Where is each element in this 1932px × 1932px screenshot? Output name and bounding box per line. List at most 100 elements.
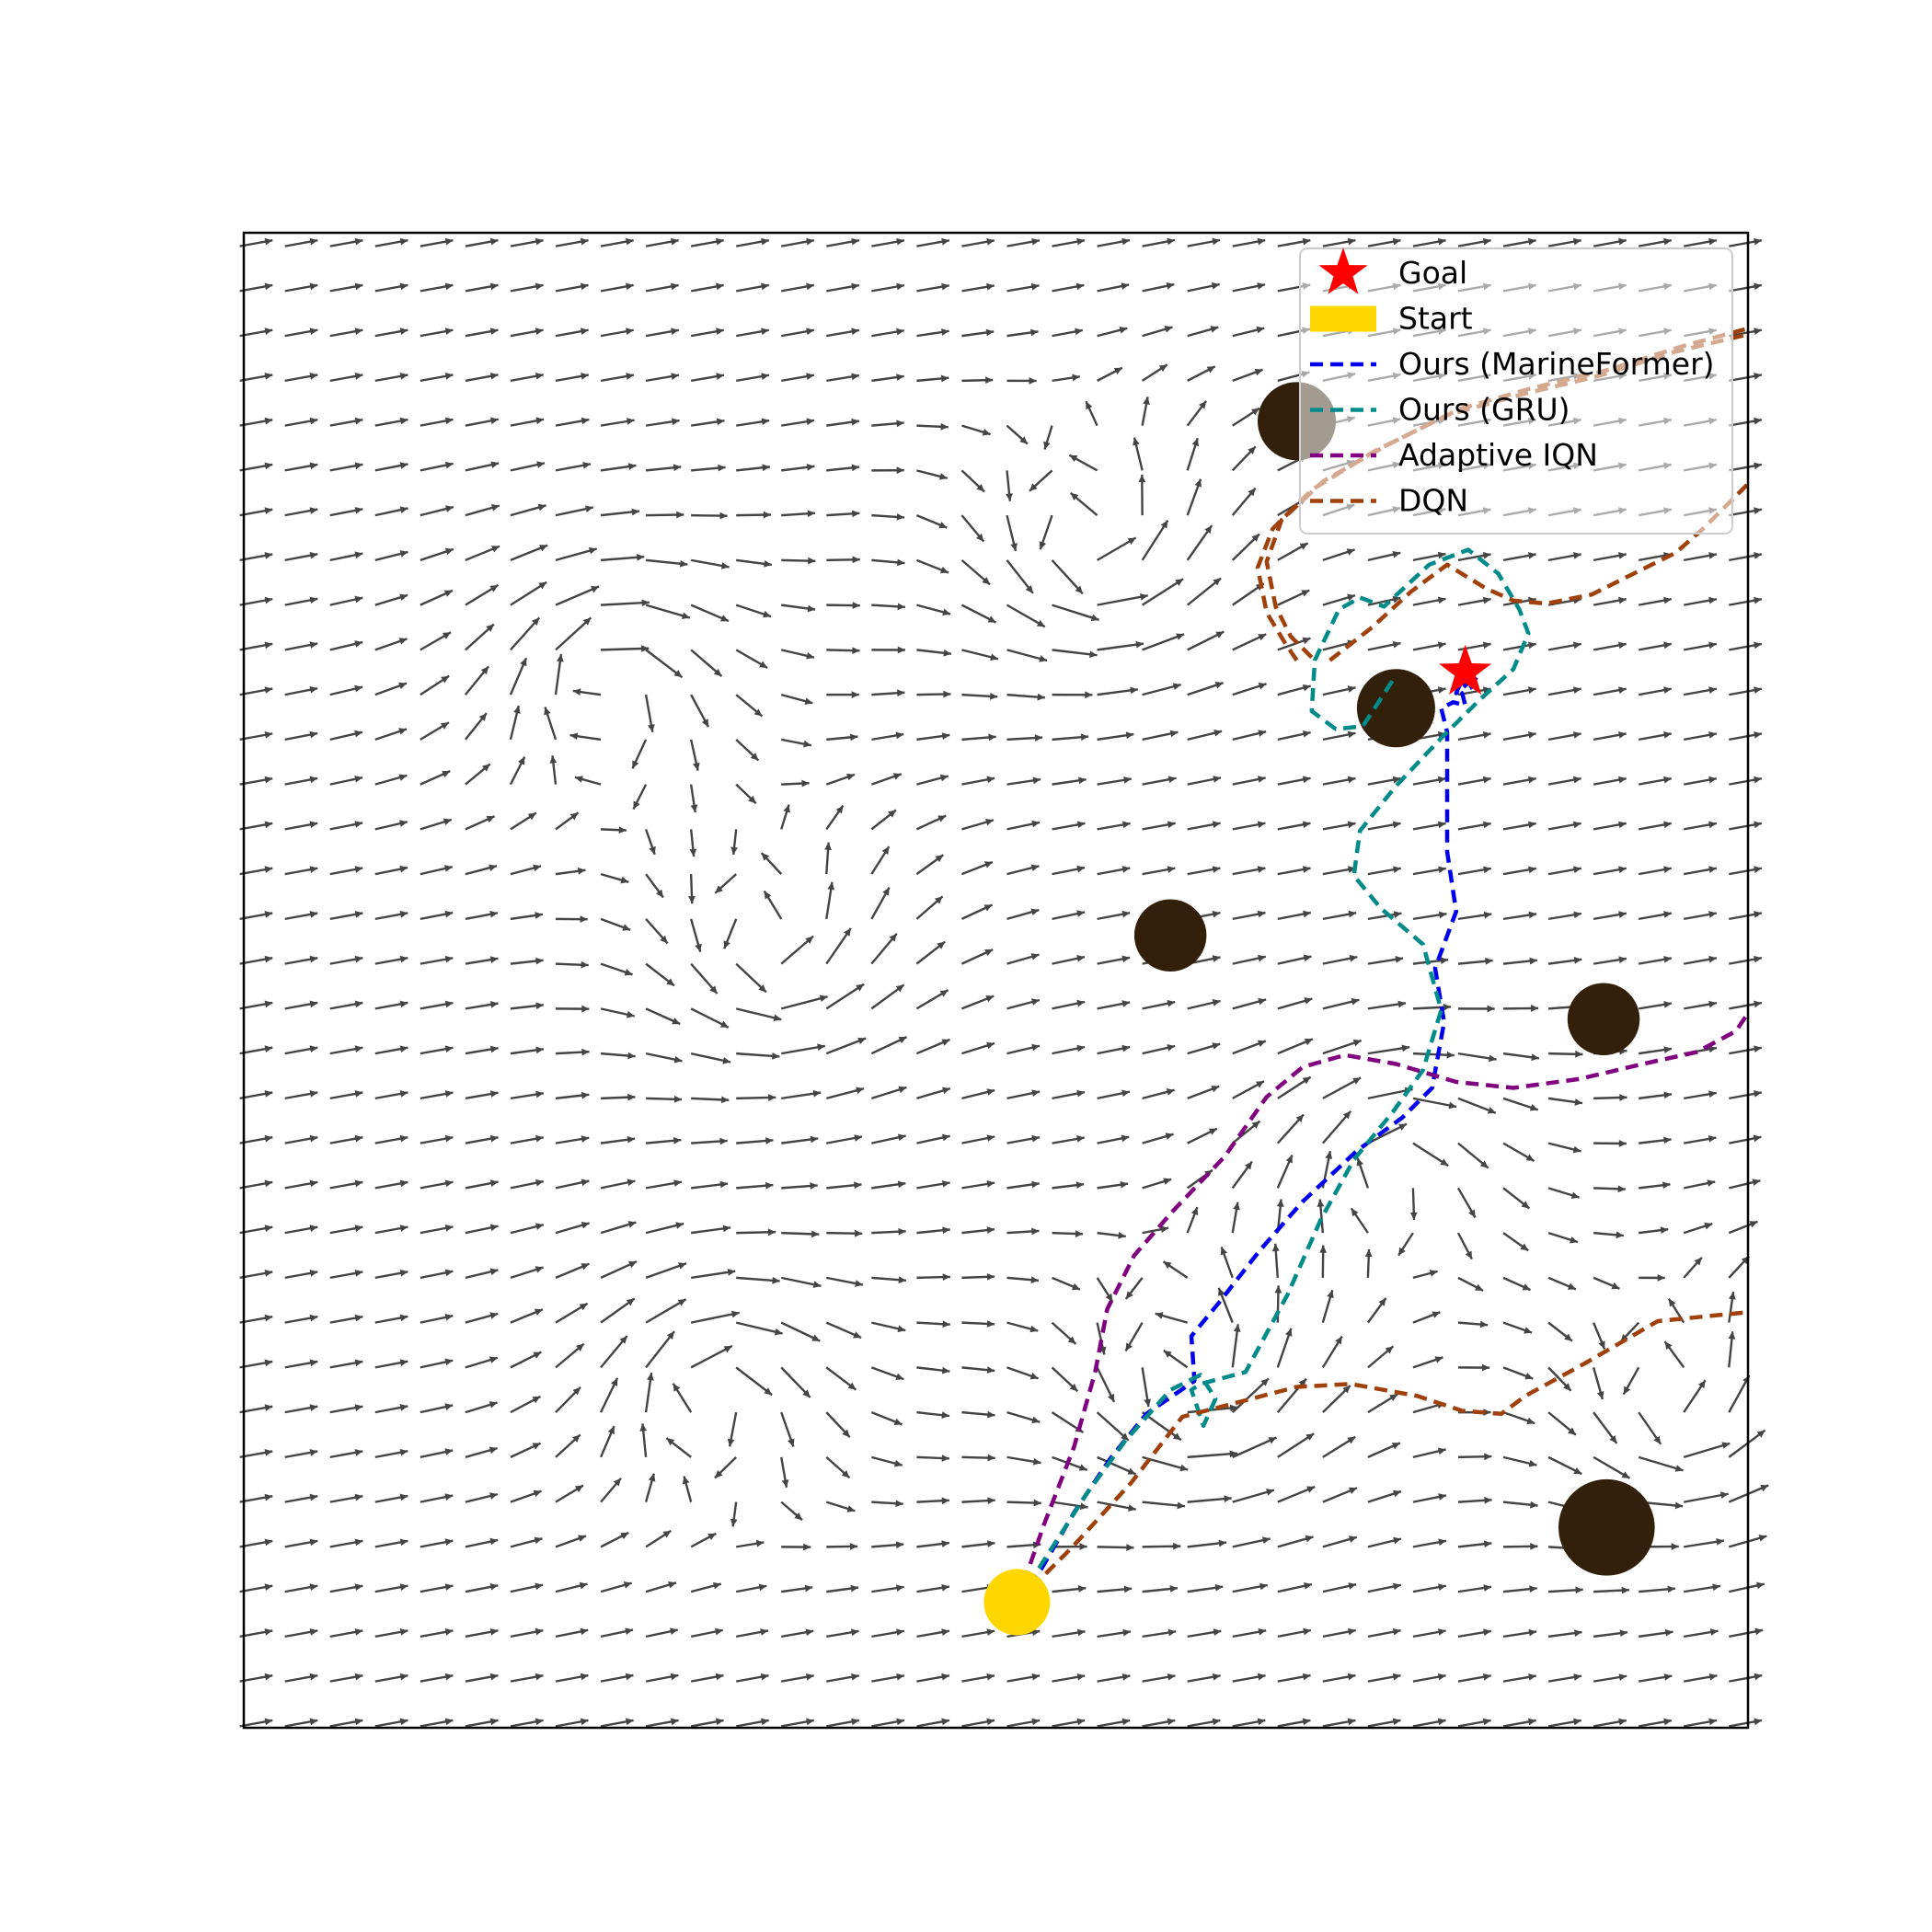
flow-arrow-head bbox=[1119, 327, 1128, 334]
flow-arrow bbox=[961, 1366, 995, 1374]
flow-arrow-head bbox=[1398, 1247, 1406, 1256]
flow-arrow-head bbox=[626, 373, 634, 380]
flow-arrow bbox=[735, 1583, 767, 1593]
flow-arrow-head bbox=[1306, 1486, 1316, 1493]
flow-arrow-shaft bbox=[1683, 1442, 1731, 1459]
flow-arrow-head bbox=[856, 983, 865, 992]
flow-arrow-head bbox=[1257, 1040, 1266, 1048]
flow-arrow-head bbox=[1760, 1484, 1769, 1492]
flow-arrow bbox=[1097, 282, 1130, 293]
flow-arrow-head bbox=[535, 1090, 544, 1098]
flow-arrow bbox=[1412, 596, 1446, 606]
flow-arrow-head bbox=[444, 1403, 454, 1410]
flow-arrow-head bbox=[1199, 400, 1207, 409]
flow-arrow bbox=[1502, 1628, 1537, 1639]
flow-arrow bbox=[915, 558, 949, 574]
flow-arrow bbox=[1231, 1120, 1261, 1144]
flow-arrow-head bbox=[1079, 1502, 1088, 1511]
flow-arrow bbox=[555, 867, 586, 876]
flow-arrow-head bbox=[441, 675, 450, 684]
flow-arrow bbox=[1006, 282, 1040, 293]
flow-arrow bbox=[1547, 776, 1581, 786]
flow-arrow-head bbox=[985, 328, 995, 337]
flow-arrow-head bbox=[399, 1538, 408, 1547]
flow-arrow bbox=[1728, 1220, 1758, 1235]
flow-arrow bbox=[374, 1628, 408, 1639]
flow-arrow-head bbox=[489, 1537, 499, 1546]
flow-arrow bbox=[1006, 776, 1041, 786]
flow-arrow bbox=[1141, 397, 1150, 426]
flow-arrow bbox=[239, 328, 273, 338]
flow-arrow-head bbox=[572, 1434, 581, 1443]
flow-arrow bbox=[510, 864, 542, 876]
flow-arrow bbox=[1593, 821, 1627, 831]
flow-arrow bbox=[1409, 1188, 1418, 1220]
flow-arrow bbox=[510, 282, 544, 293]
flow-arrow bbox=[1729, 1581, 1765, 1593]
flow-arrow-head bbox=[941, 1673, 949, 1681]
flow-arrow-head bbox=[354, 1538, 363, 1547]
flow-arrow bbox=[284, 596, 318, 606]
flow-arrow-head bbox=[1302, 776, 1311, 784]
flow-arrow bbox=[781, 738, 812, 748]
flow-arrow bbox=[420, 631, 452, 651]
flow-arrow-head bbox=[399, 282, 408, 291]
flow-arrow-head bbox=[893, 1418, 903, 1426]
flow-arrow-head bbox=[693, 762, 700, 771]
flow-arrow-head bbox=[1653, 1435, 1662, 1444]
flow-arrow-head bbox=[354, 1045, 363, 1053]
flow-arrow-head bbox=[897, 689, 905, 697]
flow-arrow-head bbox=[764, 891, 772, 900]
flow-arrow-head bbox=[1256, 326, 1265, 334]
flow-arrow bbox=[1321, 1335, 1343, 1369]
flow-arrow bbox=[420, 505, 454, 517]
flow-arrow bbox=[825, 1321, 862, 1340]
flow-arrow-head bbox=[309, 776, 318, 784]
flow-arrow bbox=[735, 1007, 782, 1022]
flow-arrow bbox=[1593, 552, 1627, 562]
flow-arrow bbox=[1097, 366, 1123, 382]
flow-arrow bbox=[1547, 1411, 1577, 1436]
flow-arrow bbox=[871, 731, 904, 742]
flow-arrow-head bbox=[309, 373, 318, 380]
flow-arrow-head bbox=[1251, 408, 1260, 416]
flow-arrow-head bbox=[1482, 596, 1491, 604]
flow-arrow-head bbox=[730, 1518, 738, 1527]
flow-arrow bbox=[284, 1583, 318, 1593]
flow-arrow bbox=[1232, 866, 1266, 876]
flow-arrow bbox=[420, 589, 454, 606]
flow-arrow bbox=[600, 599, 650, 607]
flow-arrow bbox=[736, 1052, 780, 1060]
flow-arrow bbox=[781, 1135, 819, 1144]
flow-arrow-head bbox=[354, 328, 363, 336]
flow-arrow-head bbox=[264, 730, 273, 739]
flow-arrow bbox=[1547, 1187, 1580, 1199]
flow-arrow-head bbox=[399, 550, 408, 558]
flow-arrow bbox=[915, 814, 947, 831]
flow-arrow bbox=[1412, 1003, 1452, 1011]
flow-arrow bbox=[510, 1673, 544, 1683]
flow-arrow bbox=[1457, 821, 1491, 831]
flow-arrow bbox=[690, 1673, 724, 1683]
flow-arrow bbox=[961, 1628, 995, 1639]
flow-arrow-head bbox=[854, 1134, 863, 1142]
flow-arrow-head bbox=[1438, 1493, 1446, 1501]
flow-arrow-head bbox=[1213, 578, 1222, 586]
flow-arrow-head bbox=[1121, 1432, 1129, 1441]
flow-arrow-head bbox=[763, 610, 771, 618]
flow-arrow bbox=[1684, 552, 1718, 562]
flow-arrow-head bbox=[788, 1438, 795, 1447]
flow-arrow bbox=[1322, 1039, 1363, 1055]
flow-arrow bbox=[1683, 1442, 1731, 1459]
flow-arrow bbox=[510, 1046, 545, 1055]
flow-arrow bbox=[284, 417, 318, 427]
flow-arrow bbox=[781, 1089, 822, 1100]
flow-arrow-head bbox=[1274, 1285, 1282, 1294]
flow-arrow-head bbox=[761, 418, 770, 426]
flow-arrow-head bbox=[1208, 1128, 1217, 1135]
flow-arrow bbox=[1277, 730, 1311, 742]
flow-arrow-head bbox=[715, 1627, 723, 1636]
flow-arrow-head bbox=[1155, 1312, 1164, 1319]
flow-arrow-head bbox=[580, 237, 589, 246]
flow-arrow-head bbox=[1663, 1136, 1672, 1144]
